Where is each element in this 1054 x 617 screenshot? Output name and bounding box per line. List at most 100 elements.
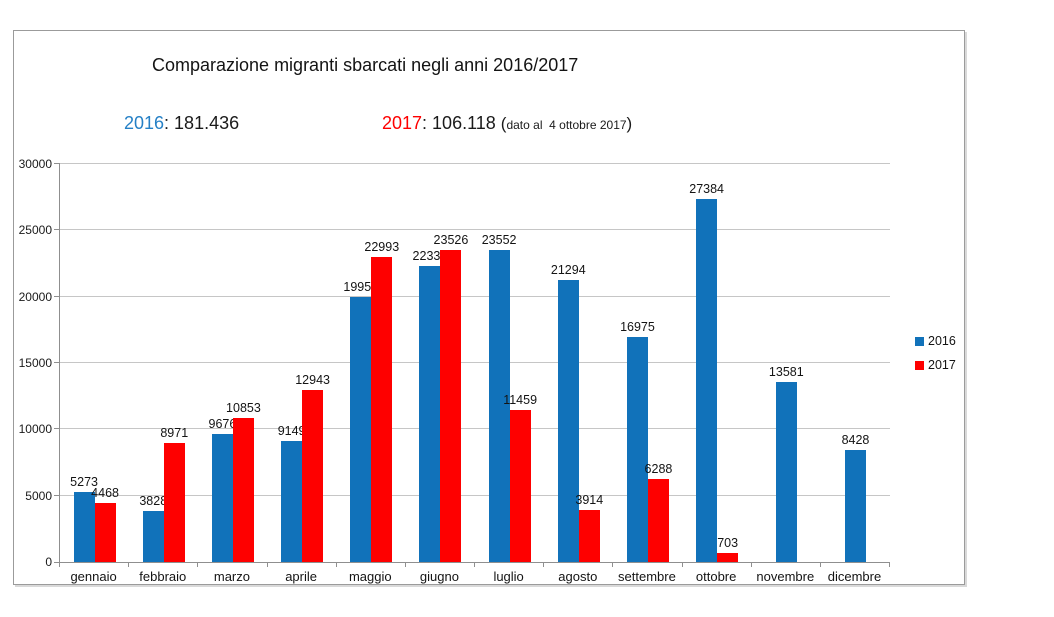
x-axis-labels: gennaio febbraio marzo aprile maggio giugno lu… xyxy=(59,569,889,584)
data-label-2017-agosto: 3914 xyxy=(575,493,604,508)
x-tickmark-0 xyxy=(59,562,60,567)
bar-pair-luglio: 23552 11459 xyxy=(482,233,537,562)
bar-pair-dicembre: 8428 xyxy=(842,433,869,562)
bar-2016-marzo: 9676 xyxy=(209,417,236,562)
bar-pair-novembre: 13581 xyxy=(769,365,804,562)
bar-group-luglio: 23552 11459 xyxy=(475,164,544,562)
data-label-2016-aprile: 9149 xyxy=(277,423,306,438)
bar-2016-novembre: 13581 xyxy=(769,365,804,562)
y-ticklabel-30000: 30000 xyxy=(18,157,52,171)
bar-2017-settembre: 6288 xyxy=(645,462,672,562)
x-ticklabel-ottobre: ottobre xyxy=(695,569,737,584)
data-label-2017-marzo: 10853 xyxy=(226,401,261,416)
bar-group-marzo: 9676 10853 xyxy=(198,164,267,562)
total-2017-year: 2017 xyxy=(382,113,423,133)
bar-2017-giugno: 23526 xyxy=(434,233,468,562)
data-label-2016-agosto: 21294 xyxy=(550,262,586,277)
bar-2016-luglio: 23552 xyxy=(482,233,516,562)
bar-group-novembre: 13581 xyxy=(752,164,821,562)
y-axis: 0 5000 10000 15000 20000 25000 30000 xyxy=(14,157,52,569)
bar-group-febbraio: 3828 8971 xyxy=(129,164,198,562)
x-tickmark-4 xyxy=(335,562,337,567)
bar-pair-giugno: 22339 23526 xyxy=(413,233,468,562)
data-label-2016-settembre: 16975 xyxy=(620,319,655,334)
y-tickmark-30000 xyxy=(54,163,60,164)
legend-swatch-2016 xyxy=(915,336,924,346)
x-ticklabel-agosto: agosto xyxy=(558,569,598,584)
y-ticklabel-25000: 25000 xyxy=(18,223,52,238)
data-label-2017-settembre: 6288 xyxy=(644,461,673,476)
gridline-10000 xyxy=(60,428,890,430)
x-tickmark-6 xyxy=(474,562,475,567)
bar-group-aprile: 9149 12943 xyxy=(268,164,337,562)
bar-2017-maggio: 22993 xyxy=(364,240,399,562)
bar-2017-marzo: 10853 xyxy=(226,401,261,562)
x-ticklabel-giugno: giugno xyxy=(419,569,459,584)
bar-2017-aprile: 12943 xyxy=(295,373,330,562)
bar-pair-settembre: 16975 6288 xyxy=(620,320,672,562)
x-tickmark-3 xyxy=(266,562,268,567)
y-ticklabel-0: 0 xyxy=(45,555,52,569)
bar-group-agosto: 21294 3914 xyxy=(544,164,613,562)
y-tickmark-15000 xyxy=(54,362,60,363)
bar-2017-luglio: 11459 xyxy=(503,393,537,562)
bar-2016-settembre: 16975 xyxy=(620,320,655,562)
bar-group-ottobre: 27384 703 xyxy=(683,164,752,562)
bar-2016-giugno: 22339 xyxy=(413,249,447,562)
data-label-2016-maggio: 19957 xyxy=(343,280,379,295)
x-ticklabel-novembre: novembre xyxy=(756,569,815,584)
data-label-2017-luglio: 11459 xyxy=(503,392,538,407)
legend-item-2016: 2016 xyxy=(915,334,956,348)
legend-label-2017: 2017 xyxy=(928,358,956,372)
total-2016-year: 2016 xyxy=(124,113,165,133)
bar-2016-agosto: 21294 xyxy=(551,263,586,562)
bar-pair-febbraio: 3828 8971 xyxy=(139,426,188,562)
x-ticklabel-maggio: maggio xyxy=(348,569,392,584)
x-tickmark-1 xyxy=(128,562,130,567)
total-2017-note: dato al 4 ottobre 2017 xyxy=(506,118,627,132)
y-ticklabel-20000: 20000 xyxy=(18,289,52,304)
x-tickmark-9 xyxy=(681,562,683,567)
data-label-2017-giugno: 23526 xyxy=(433,232,469,247)
x-ticklabel-gennaio: gennaio xyxy=(70,569,117,584)
chart-title: Comparazione migranti sbarcati negli ann… xyxy=(152,55,579,75)
x-tickmark-12 xyxy=(889,562,890,567)
gridline-25000 xyxy=(60,229,890,231)
bar-2017-gennaio: 4468 xyxy=(91,486,119,562)
bar-group-giugno: 22339 23526 xyxy=(406,164,475,562)
data-label-2016-giugno: 22339 xyxy=(412,248,448,263)
bar-pair-marzo: 9676 10853 xyxy=(209,401,261,562)
legend-item-2017: 2017 xyxy=(915,358,956,372)
gridline-30000 xyxy=(60,163,890,164)
gridline-20000 xyxy=(60,295,890,297)
total-2016: 2016: 181.436 xyxy=(124,113,239,134)
data-label-2016-novembre: 13581 xyxy=(768,364,804,379)
bar-pair-agosto: 21294 3914 xyxy=(551,263,604,562)
data-label-2016-marzo: 9676 xyxy=(208,416,237,431)
x-ticklabel-settembre: settembre xyxy=(618,569,676,584)
bar-2017-ottobre: 703 xyxy=(717,536,739,562)
y-tickmark-0 xyxy=(54,562,60,563)
bar-pair-gennaio: 5273 4468 xyxy=(70,475,119,562)
data-label-2016-gennaio: 5273 xyxy=(70,475,98,490)
x-tickmark-7 xyxy=(543,562,545,567)
bar-pair-aprile: 9149 12943 xyxy=(278,373,330,562)
data-label-2016-ottobre: 27384 xyxy=(689,181,725,196)
x-tickmark-8 xyxy=(612,562,614,567)
x-tickmark-2 xyxy=(197,562,199,567)
total-2017-value: : 106.118 xyxy=(422,113,501,133)
y-ticklabel-5000: 5000 xyxy=(25,488,52,503)
legend: 2016 2017 xyxy=(915,334,956,372)
x-ticklabel-aprile: aprile xyxy=(285,569,317,584)
bar-2016-aprile: 9149 xyxy=(278,424,306,562)
bar-2016-ottobre: 27384 xyxy=(689,182,724,562)
x-ticklabel-dicembre: dicembre xyxy=(827,569,882,584)
legend-label-2016: 2016 xyxy=(928,334,956,348)
bar-group-dicembre: 8428 xyxy=(821,164,890,562)
bar-groups: 5273 4468 3828 8971 9676 10853 9149 12943 19957 2… xyxy=(60,164,890,562)
bar-group-settembre: 16975 6288 xyxy=(613,164,682,562)
data-label-2017-ottobre: 703 xyxy=(717,535,739,550)
bar-group-gennaio: 5273 4468 xyxy=(60,164,129,562)
bar-pair-maggio: 19957 22993 xyxy=(343,240,399,562)
bar-2017-febbraio: 8971 xyxy=(160,426,188,562)
